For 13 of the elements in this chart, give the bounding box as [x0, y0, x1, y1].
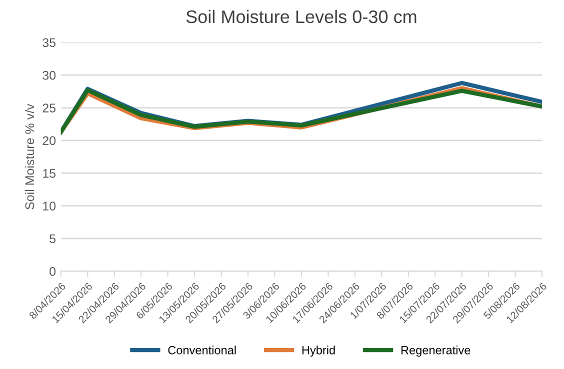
y-axis-title: Soil Moisture % v/v	[24, 104, 34, 210]
y-tick-label: 10	[43, 202, 56, 210]
y-tick-label: 25	[42, 104, 56, 112]
chart-title: Soil Moisture Levels 0-30 cm	[186, 10, 416, 24]
legend-label: Regenerative	[401, 346, 470, 357]
legend-label: Hybrid	[302, 346, 335, 357]
y-tick-label: 20	[42, 136, 56, 146]
legend-label: Conventional	[168, 346, 236, 354]
y-tick-label: 35	[42, 38, 56, 48]
y-tick-label: 5	[50, 234, 56, 244]
y-tick-label: 15	[43, 169, 56, 178]
y-tick-label: 0	[50, 267, 56, 276]
y-tick-label: 30	[42, 70, 56, 80]
